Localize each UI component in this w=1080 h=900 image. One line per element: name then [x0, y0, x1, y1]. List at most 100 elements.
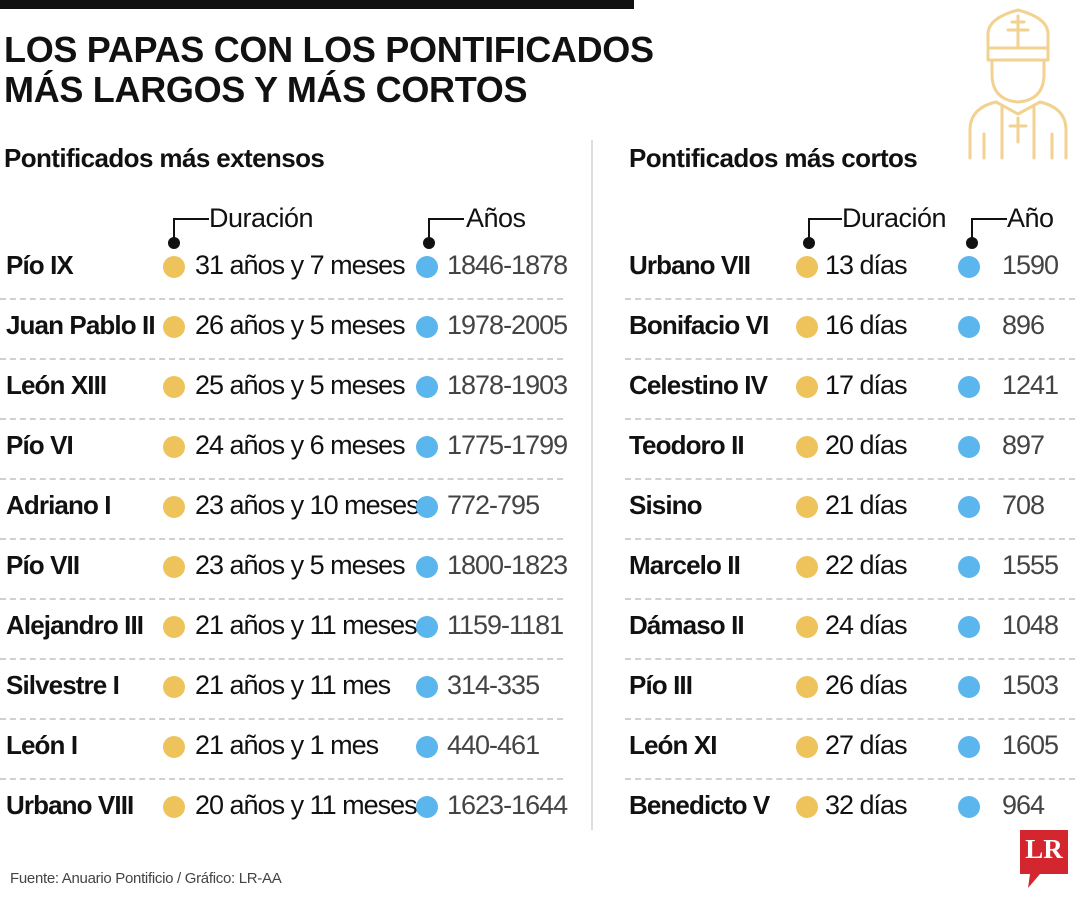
- page-title: LOS PAPAS CON LOS PONTIFICADOS MÁS LARGO…: [4, 30, 654, 110]
- title-line-2: MÁS LARGOS Y MÁS CORTOS: [4, 69, 528, 110]
- column-divider: [591, 140, 593, 830]
- duration-value: 21 años y 1 mes: [195, 730, 379, 760]
- longest-duration-header: Duración: [165, 200, 325, 249]
- table-row: Adriano I 23 años y 10 meses 772-795: [0, 478, 563, 538]
- duration-value: 26 años y 5 meses: [195, 310, 406, 340]
- year-dot: [416, 676, 438, 698]
- duration-value: 25 años y 5 meses: [195, 370, 406, 400]
- pope-name: Urbano VII: [629, 250, 751, 280]
- table-row: Alejandro III 21 años y 11 meses 1159-1181: [0, 598, 564, 658]
- duration-dot: [163, 796, 185, 818]
- row-divider: [0, 418, 563, 420]
- row-divider: [625, 418, 1075, 420]
- pope-name: Urbano VIII: [6, 790, 134, 820]
- duration-value: 22 días: [825, 550, 908, 580]
- duration-dot: [163, 376, 185, 398]
- pope-icon: [968, 8, 1068, 160]
- duration-dot: [163, 436, 185, 458]
- row-divider: [0, 718, 563, 720]
- table-row: Urbano VIII 20 años y 11 meses 1623-1644: [0, 778, 568, 838]
- table-row: Dámaso II 24 días 1048: [625, 598, 1075, 658]
- year-dot: [416, 556, 438, 578]
- duration-dot: [796, 256, 818, 278]
- duration-dot: [796, 616, 818, 638]
- duration-value: 13 días: [825, 250, 908, 280]
- table-row: Marcelo II 22 días 1555: [625, 538, 1075, 598]
- table-row: Pío VI 24 años y 6 meses 1775-1799: [0, 418, 568, 478]
- row-divider: [625, 598, 1075, 600]
- pope-name: Pío IX: [6, 250, 74, 280]
- year-value: 964: [1002, 790, 1045, 820]
- shortest-heading: Pontificados más cortos: [629, 143, 918, 173]
- row-divider: [0, 598, 563, 600]
- table-row: Benedicto V 32 días 964: [625, 778, 1075, 838]
- table-row: Teodoro II 20 días 897: [625, 418, 1075, 478]
- duration-value: 21 años y 11 mes: [195, 670, 391, 700]
- years-value: 1800-1823: [447, 550, 568, 580]
- row-divider: [0, 658, 563, 660]
- table-row: Silvestre I 21 años y 11 mes 314-335: [0, 658, 563, 718]
- year-dot: [958, 436, 980, 458]
- row-divider: [625, 358, 1075, 360]
- longest-years-header: Años: [420, 200, 540, 249]
- pope-name: Dámaso II: [629, 610, 745, 640]
- years-value: 772-795: [447, 490, 540, 520]
- duration-value: 21 días: [825, 490, 908, 520]
- pope-name: Adriano I: [6, 490, 111, 520]
- duration-dot: [163, 556, 185, 578]
- row-divider: [0, 298, 563, 300]
- row-divider: [625, 298, 1075, 300]
- table-row: León I 21 años y 1 mes 440-461: [0, 718, 563, 778]
- row-divider: [625, 478, 1075, 480]
- duration-label: Duración: [842, 203, 947, 233]
- row-divider: [0, 778, 563, 780]
- duration-dot: [796, 316, 818, 338]
- duration-dot: [796, 376, 818, 398]
- year-dot: [958, 676, 980, 698]
- pope-name: Bonifacio VI: [629, 310, 769, 340]
- year-value: 896: [1002, 310, 1045, 340]
- lr-logo-shape: [1020, 830, 1068, 888]
- duration-value: 24 días: [825, 610, 908, 640]
- duration-value: 23 años y 5 meses: [195, 550, 406, 580]
- years-label: Años: [466, 203, 526, 233]
- duration-value: 23 años y 10 meses: [195, 490, 420, 520]
- duration-dot: [163, 616, 185, 638]
- year-value: 1048: [1002, 610, 1059, 640]
- duration-dot: [796, 736, 818, 758]
- duration-dot: [163, 736, 185, 758]
- year-value: 1503: [1002, 670, 1059, 700]
- duration-dot: [163, 256, 185, 278]
- years-value: 1878-1903: [447, 370, 568, 400]
- pope-name: León XI: [629, 730, 718, 760]
- pope-name: Pío VII: [6, 550, 80, 580]
- table-row: Juan Pablo II 26 años y 5 meses 1978-2005: [0, 298, 568, 358]
- years-value: 1623-1644: [447, 790, 568, 820]
- duration-label: Duración: [209, 203, 314, 233]
- lr-logo-text: LR: [1025, 834, 1063, 864]
- pope-name: Marcelo II: [629, 550, 741, 580]
- year-dot: [416, 736, 438, 758]
- lr-logo: LR: [1020, 830, 1068, 888]
- longest-heading: Pontificados más extensos: [4, 143, 325, 173]
- year-value: 1590: [1002, 250, 1059, 280]
- duration-value: 26 días: [825, 670, 908, 700]
- year-dot: [958, 796, 980, 818]
- pope-name: Pío VI: [6, 430, 74, 460]
- pope-name: Benedicto V: [629, 790, 770, 820]
- pope-name: Juan Pablo II: [6, 310, 156, 340]
- year-dot: [416, 376, 438, 398]
- shortest-year-header: Año: [963, 200, 1063, 249]
- table-row: Sisino 21 días 708: [625, 478, 1075, 538]
- table-row: Pío IX 31 años y 7 meses 1846-1878: [0, 238, 568, 298]
- duration-dot: [796, 436, 818, 458]
- table-row: Urbano VII 13 días 1590: [625, 238, 1075, 298]
- row-divider: [625, 658, 1075, 660]
- shortest-duration-header: Duración: [800, 200, 960, 249]
- duration-dot: [163, 496, 185, 518]
- duration-dot: [163, 316, 185, 338]
- year-dot: [958, 496, 980, 518]
- years-value: 1846-1878: [447, 250, 568, 280]
- pope-name: León I: [6, 730, 78, 760]
- duration-value: 24 años y 6 meses: [195, 430, 406, 460]
